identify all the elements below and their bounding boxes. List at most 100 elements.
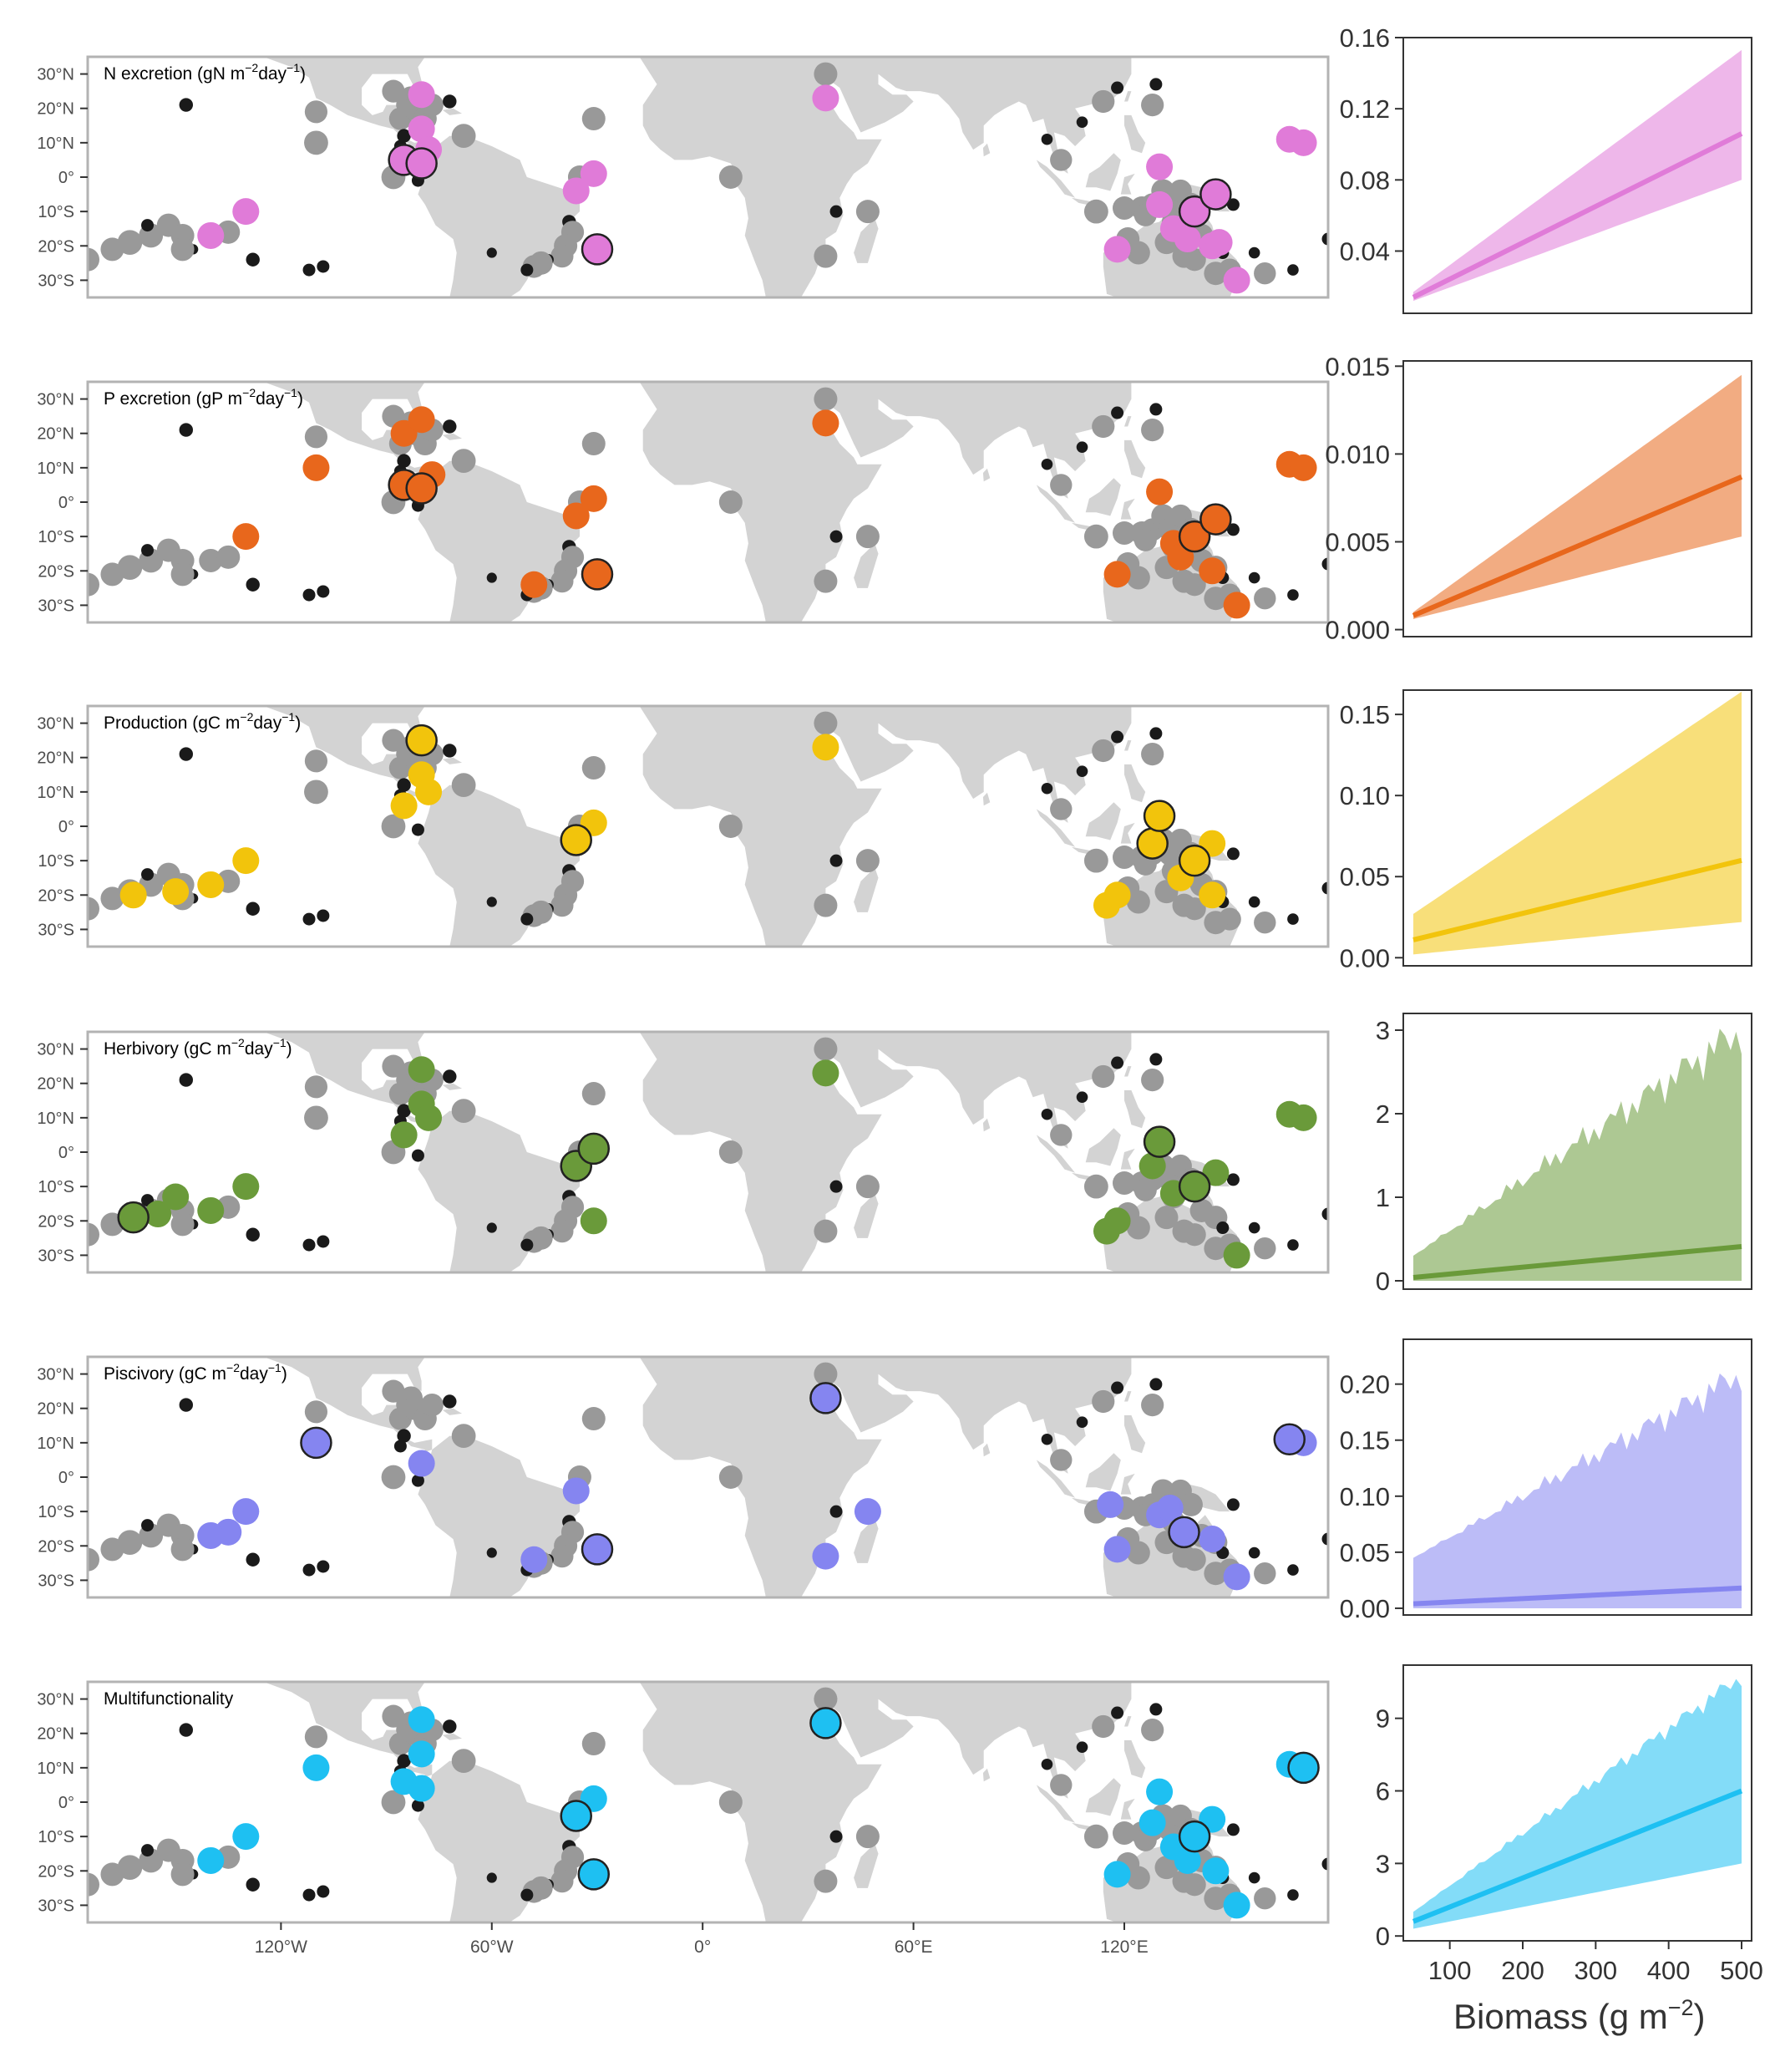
site-point xyxy=(88,1547,99,1572)
land-madagascar xyxy=(854,867,879,912)
site-point-highlight xyxy=(300,1426,332,1460)
y-tick-label: 0.015 xyxy=(1325,352,1390,381)
site-point xyxy=(1076,1741,1088,1753)
site-point-colored xyxy=(812,84,839,112)
site-point xyxy=(855,200,880,224)
plot-frame xyxy=(1402,689,1752,967)
y-tick-label: 0.20 xyxy=(1340,1370,1390,1399)
site-point xyxy=(1141,418,1164,442)
lat-label: 10°N xyxy=(37,135,74,153)
site-point-colored xyxy=(562,1477,590,1505)
site-point xyxy=(1254,1887,1276,1910)
site-point-colored xyxy=(1290,1104,1317,1131)
site-point xyxy=(141,868,155,881)
y-tick-label: 0.12 xyxy=(1340,94,1390,124)
site-point xyxy=(246,1227,260,1242)
site-point-highlight xyxy=(809,1382,842,1414)
lon-label: 120°E xyxy=(1100,1937,1148,1957)
site-point xyxy=(1149,1703,1163,1716)
lat-label: 30°S xyxy=(38,272,74,290)
site-point xyxy=(581,1732,606,1756)
panel-3: Production (gC m−2day−1) 30°N 20°N 10°N 0° 10… xyxy=(37,689,1752,973)
map-title-part: −2 xyxy=(242,386,256,399)
site-point xyxy=(1041,1108,1053,1120)
site-point-colored xyxy=(812,1059,839,1087)
site-point xyxy=(411,1149,424,1162)
lat-label: 10°S xyxy=(38,203,74,221)
site-point xyxy=(317,1560,330,1573)
y-tick-label: 0.000 xyxy=(1325,616,1390,645)
site-point xyxy=(381,1465,406,1490)
site-point xyxy=(141,1844,155,1857)
site-point-colored xyxy=(1223,592,1250,619)
site-point xyxy=(1204,911,1228,935)
site-point-highlight xyxy=(405,724,438,757)
map-title-part: Production (gC m xyxy=(104,714,240,733)
site-point xyxy=(1149,727,1163,740)
site-point-colored xyxy=(415,1104,443,1131)
lat-label: 10°S xyxy=(38,528,74,546)
site-point-highlight xyxy=(1178,844,1211,877)
site-point xyxy=(829,1830,843,1843)
site-point xyxy=(1321,1857,1328,1871)
site-point-colored xyxy=(1097,1491,1124,1518)
land-sulawesi xyxy=(1120,822,1135,844)
site-point xyxy=(117,1855,143,1880)
site-point xyxy=(302,1888,316,1902)
land-africa-eurasia xyxy=(639,382,1132,622)
map-title-part: ) xyxy=(281,1364,287,1384)
site-point xyxy=(1183,1223,1206,1247)
y-tick-label: 0.00 xyxy=(1340,943,1390,973)
site-point xyxy=(1149,403,1163,416)
site-point xyxy=(88,1872,99,1897)
site-point-highlight xyxy=(1199,178,1232,211)
site-point xyxy=(1041,458,1053,470)
site-point xyxy=(1183,1548,1206,1572)
map-title-part: −2 xyxy=(231,1036,245,1049)
site-point xyxy=(1183,248,1206,272)
site-point xyxy=(443,94,457,109)
land-borneo xyxy=(1085,478,1121,516)
site-point xyxy=(141,544,155,557)
site-point xyxy=(179,1073,193,1087)
site-point xyxy=(420,1394,444,1417)
site-point xyxy=(179,1723,193,1737)
site-point xyxy=(529,1876,553,1900)
site-point xyxy=(170,1537,195,1562)
site-point xyxy=(1111,1381,1124,1394)
site-point-highlight xyxy=(1199,503,1232,536)
site-point-highlight xyxy=(560,1800,592,1832)
lat-label: 0° xyxy=(58,818,74,836)
land-philippines xyxy=(1124,1739,1146,1779)
panels: N excretion (gN m−2day−1)30°N20°N10°N0°1… xyxy=(37,23,1752,1951)
site-point xyxy=(1133,528,1157,551)
site-point xyxy=(88,1222,99,1247)
site-point xyxy=(1083,848,1108,873)
map-title-part: −2 xyxy=(240,710,253,724)
site-point xyxy=(1050,149,1073,171)
lat-label: 20°S xyxy=(38,1212,74,1231)
y-tick-label: 0.05 xyxy=(1340,862,1390,891)
response-plot-2: 0.000 0.005 0.010 0.015 xyxy=(1325,352,1752,645)
site-point xyxy=(1226,1498,1240,1511)
site-point xyxy=(382,79,405,103)
response-plot-6: 0 3 6 9 xyxy=(1376,1664,1752,1951)
land-sumatra xyxy=(1036,485,1076,523)
lat-label: 30°N xyxy=(37,66,74,84)
y-tick-label: 2 xyxy=(1376,1099,1390,1129)
site-point-colored xyxy=(302,1754,330,1781)
site-point xyxy=(304,749,328,773)
site-point xyxy=(302,588,316,602)
fit-line xyxy=(1412,474,1743,618)
site-point xyxy=(411,1799,424,1812)
map-title-part: ) xyxy=(297,389,303,409)
y-tick-label: 0.08 xyxy=(1340,165,1390,195)
site-point xyxy=(1321,1532,1328,1546)
site-point xyxy=(814,711,838,735)
site-point xyxy=(443,1719,457,1734)
site-point xyxy=(1287,264,1299,276)
y-tick-label: 0 xyxy=(1376,1267,1390,1296)
site-point xyxy=(529,900,553,924)
plot-frame xyxy=(1402,1664,1752,1942)
site-point-colored xyxy=(1223,1563,1250,1591)
